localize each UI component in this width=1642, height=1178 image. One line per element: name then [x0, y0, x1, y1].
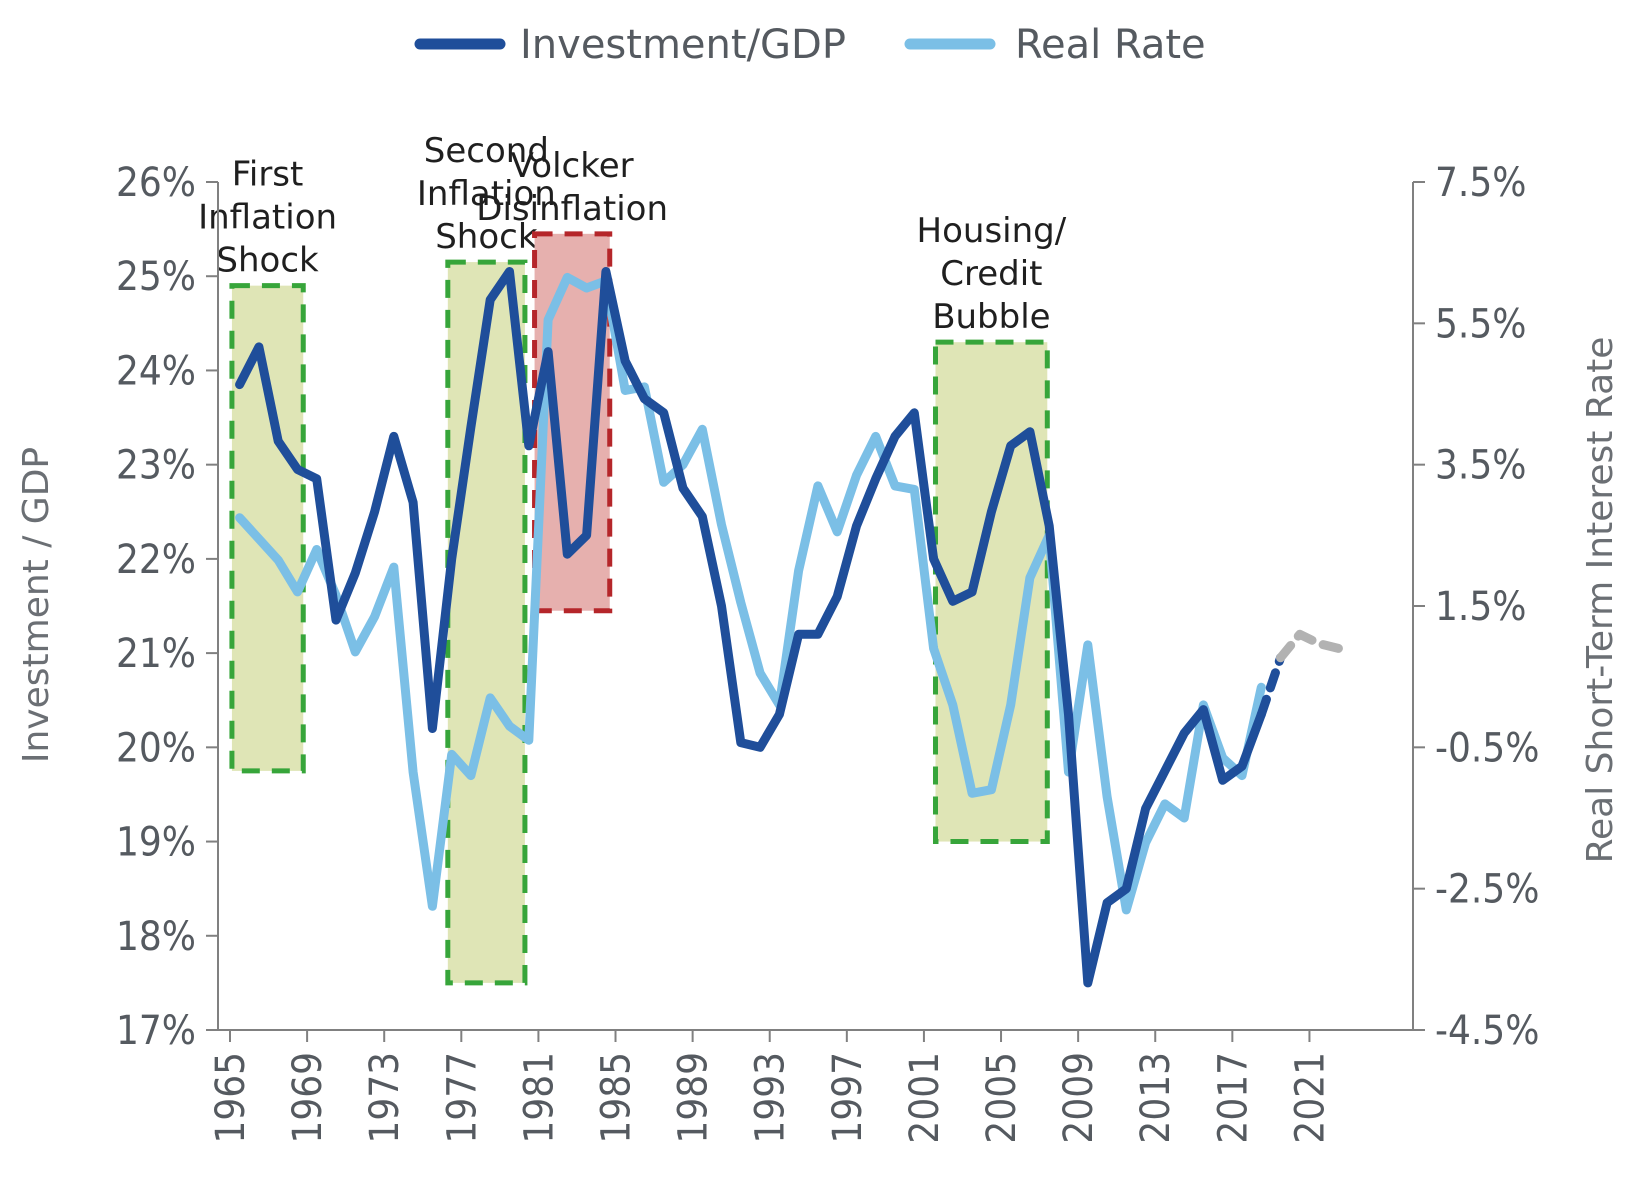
x-tick-label: 2017 — [1210, 1052, 1256, 1144]
x-tick-label: 1981 — [516, 1052, 562, 1144]
region-label-3-2: Bubble — [932, 297, 1050, 337]
region-label-3-1: Credit — [940, 254, 1042, 294]
legend: Investment/GDP Real Rate — [414, 22, 1206, 68]
region-label-1-1: Inflation — [417, 174, 556, 214]
left-tick-label: 24% — [116, 348, 196, 394]
left-tick-label: 22% — [116, 537, 196, 583]
legend-label: Real Rate — [1015, 22, 1206, 68]
series-line-projection-2 — [1256, 653, 1285, 719]
legend-label: Investment/GDP — [520, 22, 846, 68]
shaded-regions: FirstInflationShockSecondInflationShockV… — [198, 131, 1067, 986]
right-axis-title: Real Short-Term Interest Rate — [1580, 337, 1621, 864]
left-tick-label: 23% — [116, 443, 196, 489]
right-tick-label: 7.5% — [1435, 160, 1526, 206]
right-tick-label: -0.5% — [1435, 725, 1539, 771]
x-tick-label: 1969 — [285, 1052, 331, 1144]
x-tick-label: 1989 — [671, 1052, 717, 1144]
right-tick-label: 1.5% — [1435, 584, 1526, 630]
region-label-0-0: First — [232, 155, 304, 195]
series-line-real-rate — [235, 272, 1266, 915]
x-tick-label: 2001 — [902, 1052, 948, 1144]
x-tick-label: 1973 — [362, 1052, 408, 1144]
shaded-region-0 — [229, 283, 306, 774]
region-label-2-1: Disinflation — [476, 189, 668, 229]
series-line-projection-3 — [1276, 629, 1343, 663]
x-tick-label: 1997 — [825, 1052, 871, 1144]
right-tick-label: 5.5% — [1435, 301, 1526, 347]
x-tick-label: 1977 — [439, 1052, 485, 1144]
left-tick-label: 19% — [116, 820, 196, 866]
left-tick-label: 21% — [116, 631, 196, 677]
left-tick-label: 18% — [116, 914, 196, 960]
left-tick-label: 20% — [116, 725, 196, 771]
region-label-1-2: Shock — [435, 217, 538, 257]
series-lines — [235, 267, 1343, 988]
region-label-1-0: Second — [424, 131, 549, 171]
region-label-3-0: Housing/ — [917, 211, 1067, 251]
region-label-0-1: Inflation — [198, 198, 337, 238]
x-tick-label: 2013 — [1133, 1052, 1179, 1144]
tick-labels: 17% 18% 19% 20% 21% 22% 23% 24% 25% 26% -4.5% -2.5%… — [116, 160, 1539, 1144]
x-tick-label: 1965 — [208, 1052, 254, 1144]
right-tick-label: -4.5% — [1435, 1008, 1539, 1054]
left-tick-label: 17% — [116, 1008, 196, 1054]
x-tick-label: 2021 — [1287, 1052, 1333, 1144]
x-tick-label: 2009 — [1056, 1052, 1102, 1144]
x-tick-label: 1993 — [748, 1052, 794, 1144]
left-axis-title: Investment / GDP — [16, 447, 57, 763]
right-tick-label: 3.5% — [1435, 443, 1526, 489]
x-tick-label: 2005 — [979, 1052, 1025, 1144]
left-tick-label: 25% — [116, 254, 196, 300]
region-label-2-0: Volcker — [511, 146, 634, 186]
right-tick-label: -2.5% — [1435, 867, 1539, 913]
region-label-0-2: Shock — [216, 241, 319, 281]
shaded-region-1 — [445, 259, 528, 986]
series-line-investment-gdp — [235, 267, 1266, 988]
x-tick-label: 1985 — [594, 1052, 640, 1144]
left-tick-label: 26% — [116, 160, 196, 206]
